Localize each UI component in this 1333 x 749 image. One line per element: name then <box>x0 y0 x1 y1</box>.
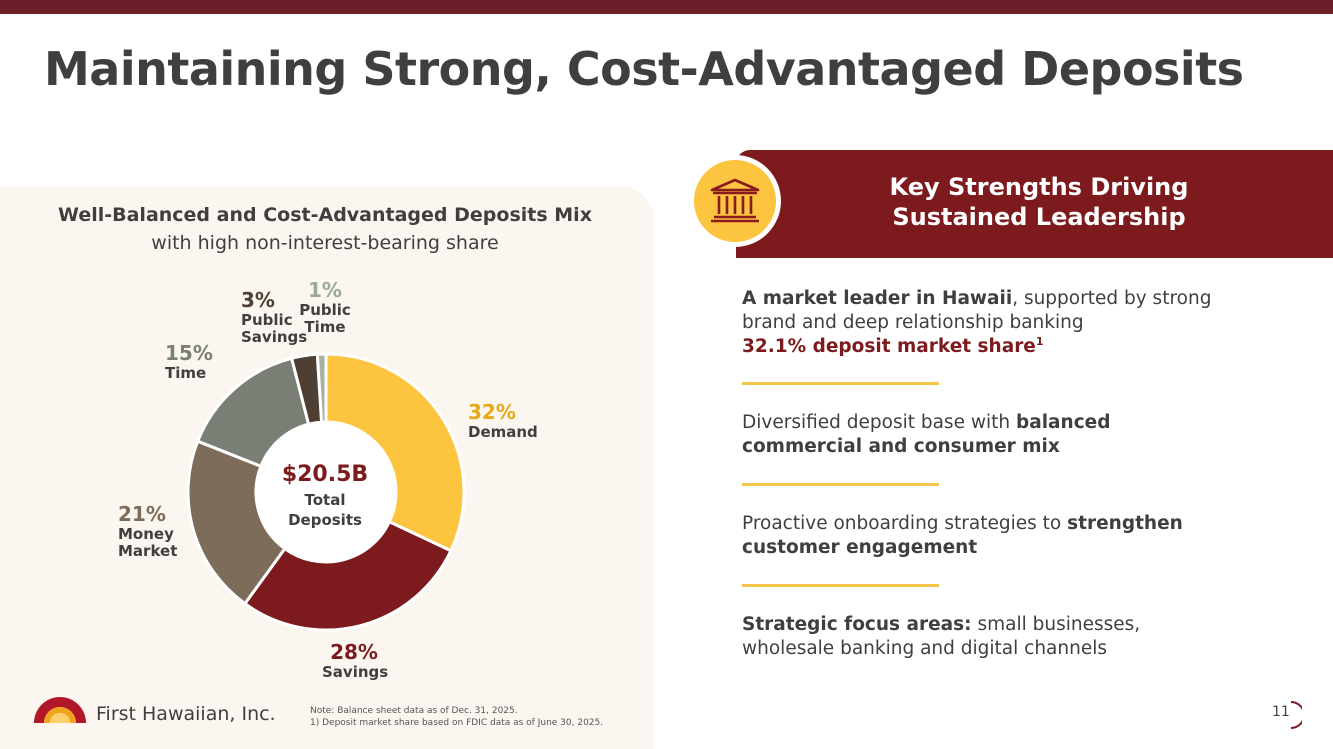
label-public-time: 1% Public Time <box>298 279 352 337</box>
label-money-market: 21% Money Market <box>118 503 177 561</box>
strength2-text: Diversified deposit base with <box>742 412 1016 433</box>
footnote-balance-sheet: Note: Balance sheet data as of Dec. 31, … <box>310 706 518 716</box>
page-number: 11 <box>1272 704 1290 720</box>
label-money-market-pct: 21% <box>118 502 166 526</box>
label-savings: 28% Savings <box>322 640 389 681</box>
label-savings-name: Savings <box>322 663 389 681</box>
deposit-market-share: 32.1% deposit market share <box>742 336 1036 358</box>
strength-item-focus-areas: Strategic focus areas: small businesses,… <box>742 613 1212 661</box>
strength-item-market-leader: A market leader in Hawaii, supported by … <box>742 287 1212 359</box>
first-hawaiian-logo-icon <box>34 697 86 723</box>
label-demand: 32% Demand <box>468 401 538 441</box>
bank-badge <box>689 155 781 247</box>
label-public-time-pct: 1% <box>308 278 342 302</box>
label-time: 15% Time <box>165 342 213 382</box>
label-money-market-line2: Market <box>118 542 178 561</box>
page-title: Maintaining Strong, Cost-Advantaged Depo… <box>44 42 1244 96</box>
divider-1 <box>742 382 939 385</box>
footnote-market-share: 1) Deposit market share based on FDIC da… <box>310 717 604 728</box>
divider-2 <box>742 483 939 486</box>
center-label-line2: Deposits <box>288 510 362 529</box>
label-demand-pct: 32% <box>468 400 516 424</box>
label-savings-pct: 28% <box>330 640 378 664</box>
divider-3 <box>742 584 939 587</box>
company-name: First Hawaiian, Inc. <box>96 703 276 725</box>
label-public-savings-line2: Savings <box>241 328 308 347</box>
label-money-market-line1: Money <box>118 525 174 543</box>
strength4-bold: Strategic focus areas: <box>742 614 972 635</box>
label-public-savings-line1: Public <box>241 311 293 329</box>
center-label-line1: Total <box>304 491 346 509</box>
strength3-text: Proactive onboarding strategies to <box>742 513 1068 534</box>
footnotes: Note: Balance sheet data as of Dec. 31, … <box>310 706 603 729</box>
total-deposits-value: $20.5B <box>281 462 369 487</box>
page-number-arc-icon <box>1290 701 1302 729</box>
footnote-ref: 1 <box>1035 335 1044 349</box>
label-public-time-line2: Time <box>304 318 346 337</box>
strength-item-onboarding: Proactive onboarding strategies to stren… <box>742 512 1212 560</box>
strength1-bold: A market leader in Hawaii <box>742 288 1013 309</box>
strength1-text: , supported by strong brand and deep rel… <box>742 288 1212 334</box>
bank-building-icon <box>710 178 760 223</box>
strength-item-diversified: Diversified deposit base with balanced c… <box>742 411 1212 459</box>
strength4-text: small businesses, wholesale banking and … <box>742 614 1141 660</box>
chart-title: Well-Balanced and Cost-Advantaged Deposi… <box>58 204 592 226</box>
strengths-heading-line1: Key Strengths Driving <box>889 173 1189 201</box>
strengths-heading-line2: Sustained Leadership <box>892 203 1186 231</box>
label-time-name: Time <box>165 364 207 382</box>
label-public-savings: 3% Public Savings <box>241 289 307 347</box>
strengths-banner <box>736 150 1333 258</box>
label-public-time-line1: Public <box>299 301 351 319</box>
strengths-heading: Key Strengths Driving Sustained Leadersh… <box>874 172 1204 232</box>
strength2-bold: balanced commercial and consumer mix <box>742 412 1111 458</box>
label-time-pct: 15% <box>165 341 213 365</box>
top-accent-bar <box>0 0 1333 14</box>
label-demand-name: Demand <box>468 423 538 441</box>
strength3-bold: strengthen customer engagement <box>742 513 1183 559</box>
label-public-savings-pct: 3% <box>241 288 275 312</box>
chart-subtitle: with high non-interest-bearing share <box>151 232 499 254</box>
total-deposits-label: Total Deposits <box>255 491 395 530</box>
